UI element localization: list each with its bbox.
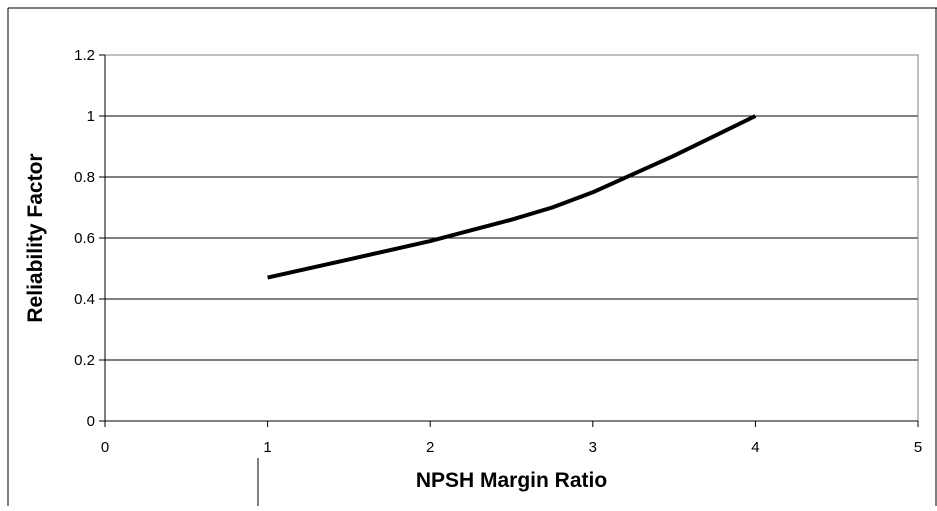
y-axis-title: Reliability Factor: [24, 153, 47, 322]
series-line: [267, 114, 757, 280]
y-tick-label: 1: [87, 108, 95, 125]
y-tick-label: 0.6: [74, 230, 95, 247]
y-tick-label: 0: [87, 413, 95, 430]
y-tick-label: 0.8: [74, 169, 95, 186]
x-tick-label: 0: [101, 439, 109, 456]
x-tick-label: 3: [589, 439, 597, 456]
axes: [99, 54, 919, 427]
x-tick-label: 5: [914, 439, 922, 456]
series-layer: [267, 114, 757, 280]
x-tick-label: 1: [263, 439, 271, 456]
y-tick-label: 1.2: [74, 47, 95, 64]
tick-labels: 0 0.2 0.4 0.6 0.8 1 1.2 0 1 2 3 4 5: [74, 47, 922, 456]
gridlines: [105, 54, 918, 361]
y-tick-label: 0.4: [74, 291, 95, 308]
x-tick-label: 4: [751, 439, 759, 456]
x-tick-label: 2: [426, 439, 434, 456]
x-axis-title: NPSH Margin Ratio: [416, 469, 607, 492]
y-tick-label: 0.2: [74, 352, 95, 369]
